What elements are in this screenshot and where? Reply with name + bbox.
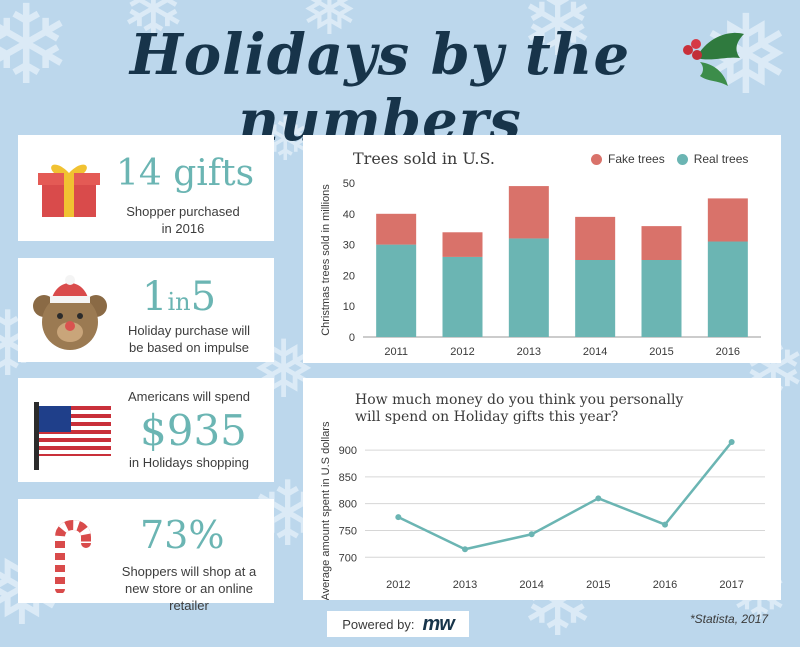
caption-line: in 2016: [161, 221, 205, 236]
x-tick-label: 2013: [453, 579, 477, 591]
us-flag-icon: [34, 402, 111, 470]
caption-line: Shopper purchased: [126, 204, 240, 219]
data-point: [728, 439, 735, 446]
caption-line: new store or an online retailer: [125, 581, 253, 613]
trees-legend: Fake trees Real trees: [591, 152, 748, 166]
snowflake-icon: ❄: [0, 0, 73, 109]
caption-line: be based on impulse: [129, 340, 249, 355]
x-tick-label: 2014: [519, 579, 543, 591]
bar-real-trees: [442, 256, 483, 337]
spend-line-chart: Average amount spent in U.S dollars 700 75…: [320, 421, 765, 600]
bar-real-trees: [376, 244, 417, 337]
spend-series-line: [397, 441, 733, 551]
x-tick-label: 2012: [386, 579, 410, 591]
candy-cane-icon: [55, 520, 91, 593]
source-note: *Statista, 2017: [690, 612, 769, 626]
powered-by-badge: Powered by: mw: [327, 611, 469, 637]
legend-label-real: Real trees: [693, 152, 749, 166]
data-point: [595, 495, 602, 502]
stat-spend-value: $935: [140, 406, 247, 455]
y-tick-label: 900: [339, 445, 357, 457]
bar-real-trees: [707, 241, 748, 337]
bar-real-trees: [575, 260, 616, 337]
x-tick-label: 2012: [450, 346, 474, 358]
bar-fake-trees: [707, 198, 748, 242]
data-point: [662, 521, 668, 528]
x-tick-label: 2013: [517, 346, 541, 358]
bar-fake-trees: [508, 186, 549, 239]
data-point: [462, 546, 468, 553]
x-tick-label: 2014: [583, 346, 607, 358]
stat-card-spend: Americans will spend $935 in Holidays sh…: [18, 378, 274, 482]
y-tick-label: 10: [343, 301, 355, 313]
bar-fake-trees: [442, 232, 483, 257]
bar-fake-trees: [641, 226, 682, 260]
x-tick-label: 2015: [649, 346, 673, 358]
y-axis-label: Average amount spent in U.S dollars: [320, 421, 332, 600]
y-axis-label: Christmas trees sold in millions: [320, 184, 332, 336]
data-point: [395, 514, 402, 521]
x-tick-label: 2015: [586, 579, 610, 591]
stat-impulse-caption: Holiday purchase will be based on impuls…: [114, 322, 264, 356]
snowflake-icon: ❄: [520, 0, 596, 77]
teddy-bear-icon: [33, 275, 107, 350]
stat-impulse-in: in: [167, 288, 191, 316]
bar-fake-trees: [376, 213, 417, 245]
x-tick-label: 2011: [384, 346, 408, 358]
bar-real-trees: [508, 238, 549, 337]
bar-fake-trees: [575, 216, 616, 260]
stat-impulse-value: 1in5: [142, 274, 216, 320]
holly-icon: [683, 32, 744, 86]
caption-line: Shoppers will shop at a: [121, 564, 257, 579]
y-tick-label: 40: [343, 209, 355, 221]
y-tick-label: 800: [339, 499, 357, 511]
spend-chart-title: How much money do you think you personal…: [355, 392, 683, 426]
trees-bar-chart: Christmas trees sold in millions 0 10 20 30 4…: [320, 178, 761, 358]
stat-card-retailer: 73% Shoppers will shop at a new store or…: [18, 499, 274, 613]
spend-title-line: How much money do you think you personal…: [355, 392, 684, 408]
y-tick-label: 30: [343, 240, 355, 252]
stat-gifts-value: 14 gifts: [116, 153, 255, 194]
x-tick-label: 2016: [653, 579, 677, 591]
x-tick-label: 2016: [716, 346, 740, 358]
y-tick-label: 20: [343, 270, 355, 282]
stat-retailer-caption: Shoppers will shop at a new store or an …: [104, 563, 274, 614]
spend-chart-card: How much money do you think you personal…: [303, 378, 781, 600]
stat-impulse-part: 1: [142, 274, 168, 320]
brand-logo: mw: [422, 612, 454, 635]
stat-gifts-caption: Shopper purchased in 2016: [108, 203, 258, 237]
legend-label-fake: Fake trees: [608, 152, 665, 166]
y-tick-label: 700: [339, 552, 357, 564]
bar-real-trees: [641, 260, 682, 337]
gift-icon: [38, 164, 100, 217]
stat-card-gifts: 14 gifts Shopper purchased in 2016: [18, 135, 274, 241]
spend-title-line: will spend on Holiday gifts this year?: [355, 409, 619, 425]
y-tick-label: 750: [339, 525, 357, 537]
trees-chart-card: Trees sold in U.S. Fake trees Real trees…: [303, 135, 781, 363]
caption-line: Holiday purchase will: [127, 323, 251, 338]
stat-card-impulse: 1in5 Holiday purchase will be based on i…: [18, 258, 274, 362]
snowflake-icon: ❅: [300, 0, 359, 51]
stat-spend-pre: Americans will spend: [127, 389, 251, 404]
data-point: [528, 531, 535, 538]
trees-chart-title: Trees sold in U.S.: [353, 149, 495, 168]
stat-retailer-value: 73%: [140, 513, 225, 557]
y-tick-label: 50: [343, 178, 355, 190]
y-tick-label: 850: [339, 472, 357, 484]
powered-by-label: Powered by:: [342, 616, 415, 632]
legend-swatch-real: [676, 153, 688, 165]
stat-impulse-part: 5: [190, 274, 217, 320]
y-tick-label: 0: [349, 332, 355, 344]
legend-swatch-fake: [591, 153, 602, 165]
snowflake-icon: ❄: [120, 0, 188, 56]
x-tick-label: 2017: [719, 579, 743, 591]
stat-spend-caption: in Holidays shopping: [129, 455, 249, 470]
